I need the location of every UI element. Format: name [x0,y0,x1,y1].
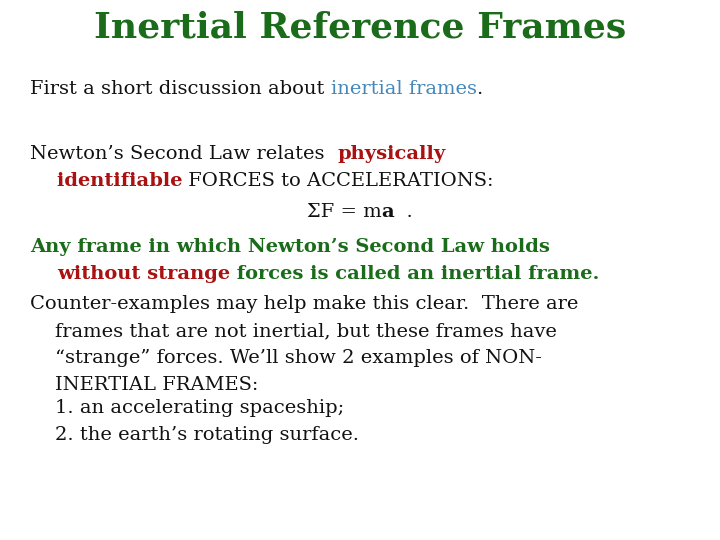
Text: physically: physically [337,145,445,163]
Text: Inertial Reference Frames: Inertial Reference Frames [94,10,626,44]
Text: a: a [382,203,395,221]
Text: 1. an accelerating spaceship;: 1. an accelerating spaceship; [55,399,344,417]
Text: ΣF = m: ΣF = m [307,203,382,221]
Text: Any frame in which Newton’s Second Law holds: Any frame in which Newton’s Second Law h… [30,238,550,256]
Text: frames that are not inertial, but these frames have: frames that are not inertial, but these … [55,322,557,340]
Text: INERTIAL FRAMES:: INERTIAL FRAMES: [55,376,258,394]
Text: inertial frames: inertial frames [330,80,477,98]
Text: FORCES to ACCELERATIONS:: FORCES to ACCELERATIONS: [182,172,494,190]
Text: forces is called an inertial frame.: forces is called an inertial frame. [230,265,600,283]
Text: First a short discussion about: First a short discussion about [30,80,330,98]
Text: identifiable: identifiable [30,172,182,190]
Text: Newton’s Second Law relates: Newton’s Second Law relates [30,145,337,163]
Text: .: . [477,80,483,98]
Text: .: . [395,203,413,221]
Text: without strange: without strange [57,265,230,283]
Text: Counter-examples may help make this clear.  There are: Counter-examples may help make this clea… [30,295,578,313]
Text: 2. the earth’s rotating surface.: 2. the earth’s rotating surface. [55,426,359,444]
Text: “strange” forces. We’ll show 2 examples of NON-: “strange” forces. We’ll show 2 examples … [55,349,542,367]
